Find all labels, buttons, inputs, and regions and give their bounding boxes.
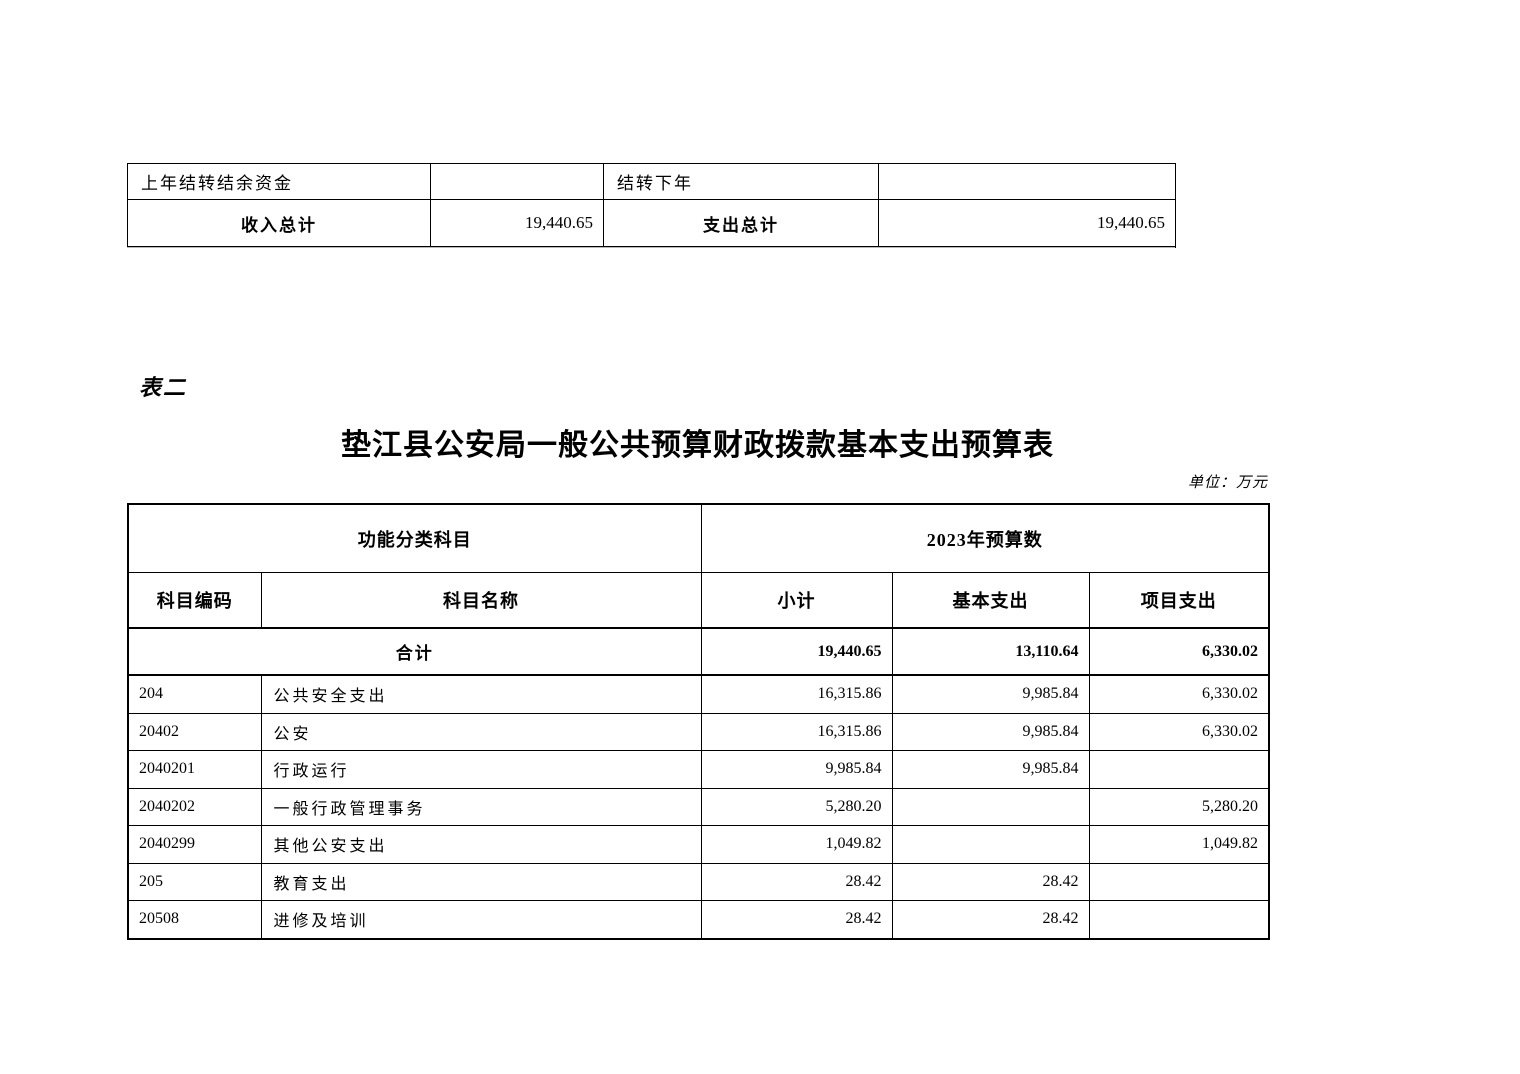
summary-row-carryover: 上年结转结余资金 结转下年 (127, 163, 1176, 200)
cell-subtotal: 1,049.82 (700, 825, 893, 864)
carryover-from-last-year-value (430, 163, 604, 200)
cell-subtotal: 16,315.86 (700, 712, 893, 751)
cell-code: 205 (127, 862, 262, 901)
carryover-to-next-year-value (878, 163, 1176, 200)
cell-name: 教育支出 (260, 862, 702, 901)
income-total-label: 收入总计 (127, 199, 431, 248)
cell-name: 进修及培训 (260, 900, 702, 939)
carryover-from-last-year-label: 上年结转结余资金 (127, 163, 431, 200)
cell-code: 2040299 (127, 825, 262, 864)
expenditure-total-value: 19,440.65 (878, 199, 1176, 248)
cell-subtotal: 9,985.84 (700, 750, 893, 789)
budget-table-column-header-row: 科目编码 科目名称 小计 基本支出 项目支出 (127, 572, 1270, 629)
table-number-label: 表二 (139, 375, 188, 400)
table-row: 205 教育支出 28.42 28.42 (127, 862, 1270, 901)
unit-label: 单位：万元 (1187, 475, 1268, 491)
budget-table: 功能分类科目 2023年预算数 科目编码 科目名称 小计 基本支出 项目支出 合… (127, 503, 1271, 940)
total-basic-value: 13,110.64 (891, 627, 1090, 676)
summary-table-bottom-shadow (127, 247, 1175, 248)
cell-basic: 28.42 (891, 900, 1090, 939)
cell-basic: 28.42 (891, 862, 1090, 901)
column-header-project-expenditure: 项目支出 (1088, 572, 1270, 629)
budget-2023-group-header: 2023年预算数 (700, 503, 1270, 573)
document-title: 垫江县公安局一般公共预算财政拨款基本支出预算表 (341, 429, 1054, 462)
cell-project: 5,280.20 (1088, 787, 1270, 826)
column-header-subject-code: 科目编码 (127, 572, 262, 629)
cell-name: 公共安全支出 (260, 674, 702, 714)
cell-basic: 9,985.84 (891, 712, 1090, 751)
cell-basic (891, 787, 1090, 826)
cell-name: 公安 (260, 712, 702, 751)
table-row: 20508 进修及培训 28.42 28.42 (127, 900, 1270, 939)
table-row: 2040202 一般行政管理事务 5,280.20 5,280.20 (127, 787, 1270, 826)
cell-project (1088, 750, 1270, 789)
column-header-subject-name: 科目名称 (260, 572, 702, 629)
budget-table-group-header-row: 功能分类科目 2023年预算数 (127, 503, 1270, 573)
summary-row-totals: 收入总计 19,440.65 支出总计 19,440.65 (127, 199, 1176, 248)
table-row: 204 公共安全支出 16,315.86 9,985.84 6,330.02 (127, 674, 1270, 714)
cell-name: 一般行政管理事务 (260, 787, 702, 826)
cell-project: 1,049.82 (1088, 825, 1270, 864)
cell-subtotal: 16,315.86 (700, 674, 893, 714)
cell-basic (891, 825, 1090, 864)
summary-table: 上年结转结余资金 结转下年 收入总计 19,440.65 支出总计 19,440… (127, 163, 1176, 248)
cell-basic: 9,985.84 (891, 674, 1090, 714)
column-header-basic-expenditure: 基本支出 (891, 572, 1090, 629)
function-classification-group-header: 功能分类科目 (127, 503, 702, 573)
table-row: 2040201 行政运行 9,985.84 9,985.84 (127, 750, 1270, 789)
expenditure-total-label: 支出总计 (603, 199, 879, 248)
cell-basic: 9,985.84 (891, 750, 1090, 789)
total-project-value: 6,330.02 (1088, 627, 1270, 676)
cell-code: 2040202 (127, 787, 262, 826)
cell-project: 6,330.02 (1088, 712, 1270, 751)
cell-code: 2040201 (127, 750, 262, 789)
cell-name: 其他公安支出 (260, 825, 702, 864)
total-row-label: 合计 (127, 627, 702, 676)
total-row: 合计 19,440.65 13,110.64 6,330.02 (127, 627, 1270, 676)
cell-subtotal: 28.42 (700, 862, 893, 901)
cell-code: 204 (127, 674, 262, 714)
table-row: 20402 公安 16,315.86 9,985.84 6,330.02 (127, 712, 1270, 751)
cell-code: 20508 (127, 900, 262, 939)
cell-subtotal: 5,280.20 (700, 787, 893, 826)
total-subtotal-value: 19,440.65 (700, 627, 893, 676)
cell-project (1088, 862, 1270, 901)
cell-code: 20402 (127, 712, 262, 751)
cell-project: 6,330.02 (1088, 674, 1270, 714)
cell-name: 行政运行 (260, 750, 702, 789)
income-total-value: 19,440.65 (430, 199, 604, 248)
column-header-subtotal: 小计 (700, 572, 893, 629)
cell-project (1088, 900, 1270, 939)
table-row: 2040299 其他公安支出 1,049.82 1,049.82 (127, 825, 1270, 864)
carryover-to-next-year-label: 结转下年 (603, 163, 879, 200)
cell-subtotal: 28.42 (700, 900, 893, 939)
